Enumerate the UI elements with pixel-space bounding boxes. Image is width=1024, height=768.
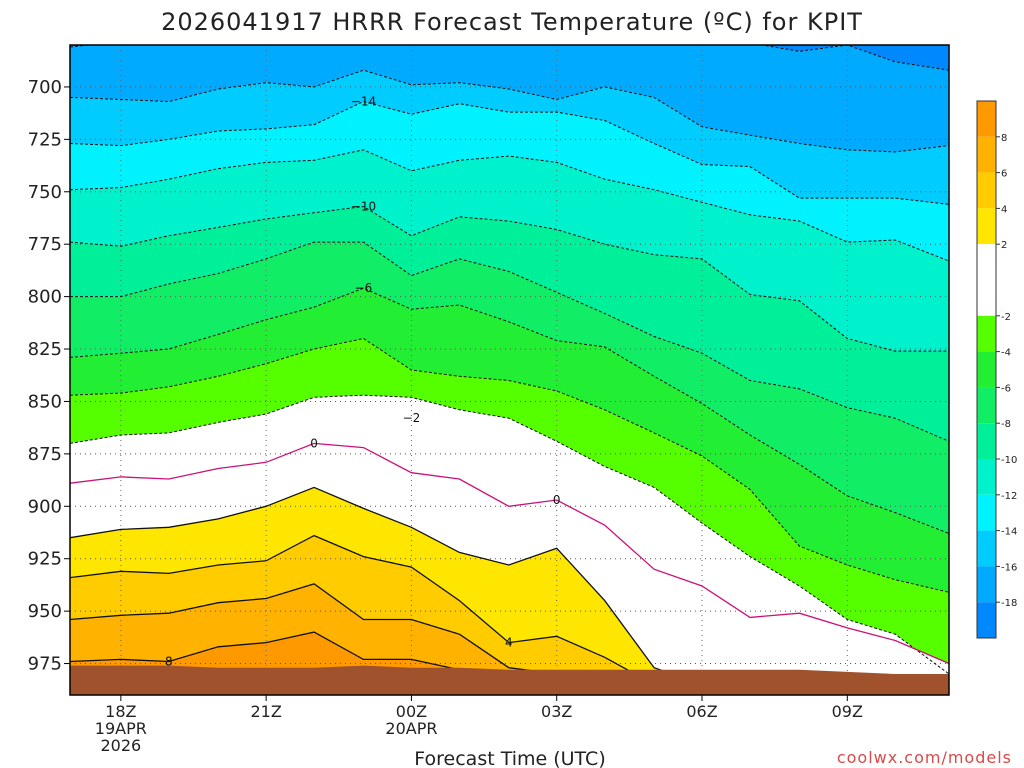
x-tick-label: 20APR xyxy=(385,719,437,738)
temperature-band-top xyxy=(70,45,949,71)
isotherm-line xyxy=(70,69,949,153)
y-tick-label: 725 xyxy=(28,129,62,150)
x-tick-label: 09Z xyxy=(832,702,863,721)
colorbar-tick-label: 2 xyxy=(1001,240,1007,251)
colorbar-tick-label: -14 xyxy=(1001,527,1017,538)
contour-lines xyxy=(70,45,949,686)
x-tick-label: 2026 xyxy=(100,736,141,755)
colorbar-tick-label: -10 xyxy=(1001,455,1017,466)
chart-title: 2026041917 HRRR Forecast Temperature (ºC… xyxy=(161,8,863,36)
y-tick-label: 700 xyxy=(28,77,62,98)
colorbar-tick-label: -18 xyxy=(1001,598,1017,609)
contour-label: 4 xyxy=(505,636,513,650)
temperature-band xyxy=(70,288,949,593)
colorbar-swatch xyxy=(977,351,996,388)
colorbar-swatch xyxy=(977,315,996,352)
y-tick-label: 775 xyxy=(28,234,62,255)
colorbar-swatch xyxy=(977,566,996,603)
colorbar-tick-label: 8 xyxy=(1001,133,1007,144)
y-tick-label: 825 xyxy=(28,339,62,360)
colorbar-swatch xyxy=(977,602,996,638)
colorbar-swatch xyxy=(977,459,996,495)
contour-label: 0 xyxy=(553,493,561,507)
colorbar-tick-label: -4 xyxy=(1001,348,1011,359)
y-tick-label: 925 xyxy=(28,549,62,570)
plot-area xyxy=(70,45,949,695)
temperature-band xyxy=(70,206,949,442)
isotherm-line xyxy=(70,241,949,442)
temperature-band xyxy=(70,583,949,685)
x-tick-label: 06Z xyxy=(686,702,717,721)
colorbar-swatch xyxy=(977,244,996,316)
isotherm-line xyxy=(70,205,949,352)
plot-frame xyxy=(69,44,950,696)
y-tick-label: 750 xyxy=(28,182,62,203)
x-axis-label: Forecast Time (UTC) xyxy=(414,748,605,768)
y-tick-label: 900 xyxy=(28,496,62,517)
colorbar: 8 6 4 2 -2 -4 -6 -8 -10 -12 -14 -16 -18 xyxy=(976,100,1017,639)
y-tick-label: 800 xyxy=(28,287,62,308)
contour-label: −14 xyxy=(351,95,376,109)
colorbar-swatch xyxy=(977,136,996,173)
colorbar-tick-label: -6 xyxy=(1001,383,1011,394)
colorbar-swatch xyxy=(977,101,996,137)
contour-labels: −14 −10 −6 −2 0 0 4 8 xyxy=(165,95,561,669)
contour-label: 8 xyxy=(165,654,173,668)
y-tick-label: 950 xyxy=(28,601,62,622)
colorbar-swatch xyxy=(977,423,996,459)
x-tick-label: 03Z xyxy=(541,702,572,721)
temperature-band xyxy=(70,101,949,261)
x-tick-label: 18Z xyxy=(105,702,136,721)
colorbar-swatch xyxy=(977,387,996,424)
y-tick-label: 875 xyxy=(28,444,62,465)
credit-link[interactable]: coolwx.com/models xyxy=(837,748,1012,767)
isotherm-line xyxy=(70,337,949,593)
isotherm-line xyxy=(70,287,949,534)
colorbar-swatch xyxy=(977,494,996,531)
colorbar-frame xyxy=(976,100,997,639)
colorbar-tick-label: 4 xyxy=(1001,204,1007,215)
temperature-band xyxy=(70,242,949,534)
temperature-band xyxy=(70,487,949,685)
x-tick-label: 21Z xyxy=(250,702,281,721)
colorbar-tick-label: 6 xyxy=(1001,169,1007,180)
y-tick-label: 975 xyxy=(28,654,62,675)
contour-label: −6 xyxy=(355,281,373,295)
isotherm-line xyxy=(70,442,949,665)
contour-label: −2 xyxy=(403,411,421,425)
colorbar-tick-label: -12 xyxy=(1001,491,1017,502)
colorbar-tick-label: -16 xyxy=(1001,562,1017,573)
y-axis: 700 725 750 775 800 825 850 875 900 925 950 975 xyxy=(28,77,70,675)
y-tick-label: 850 xyxy=(28,391,62,412)
colorbar-tick-label: -2 xyxy=(1001,312,1011,323)
isotherm-line xyxy=(70,394,949,675)
x-tick-label: 19APR xyxy=(95,719,147,738)
colorbar-swatch xyxy=(977,208,996,245)
temperature-band xyxy=(70,70,949,205)
temperature-band xyxy=(70,45,949,152)
colorbar-tick-label: -8 xyxy=(1001,419,1011,430)
contour-label: −10 xyxy=(351,199,376,213)
temperature-band xyxy=(70,395,949,674)
ground-fill xyxy=(70,665,949,695)
isotherm-line xyxy=(70,149,949,262)
temperature-band xyxy=(70,149,949,352)
colorbar-swatch xyxy=(977,530,996,567)
contour-label: 0 xyxy=(310,436,318,450)
x-tick-label: 00Z xyxy=(396,702,427,721)
temperature-band xyxy=(70,535,949,685)
ground-surface xyxy=(70,665,949,695)
temperature-band xyxy=(70,443,949,685)
temperature-band xyxy=(70,338,949,674)
colorbar-swatch xyxy=(977,172,996,209)
